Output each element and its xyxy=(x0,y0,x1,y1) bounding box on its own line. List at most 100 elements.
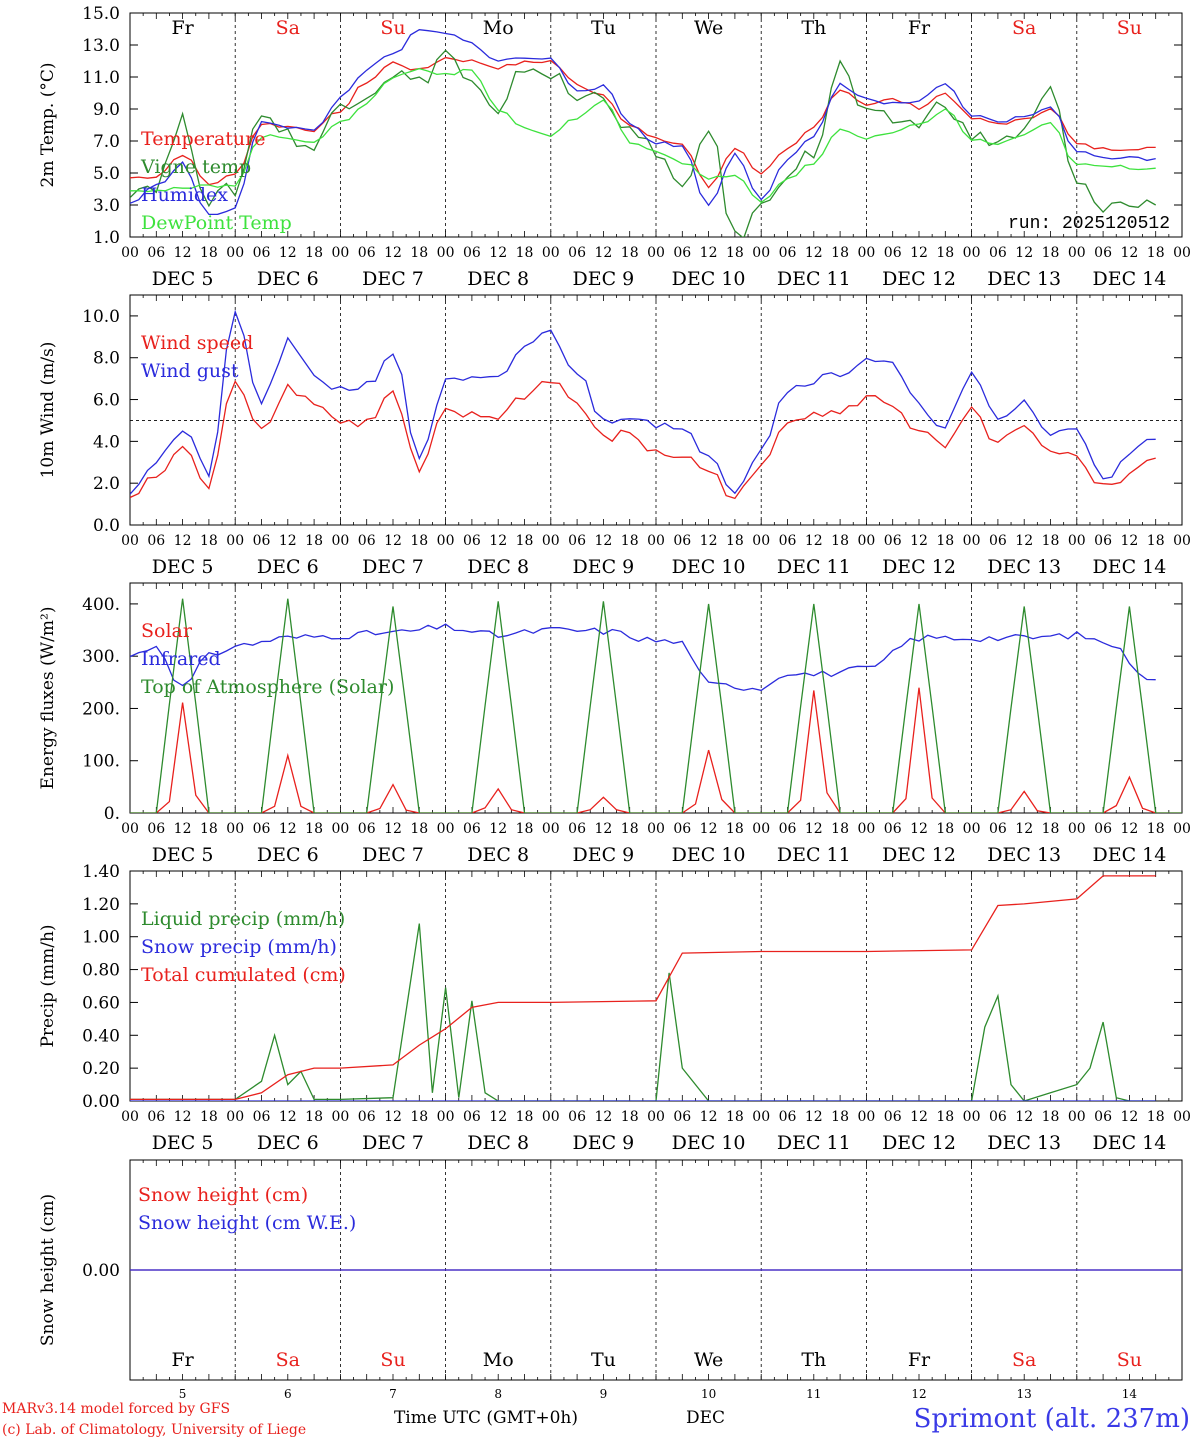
hour-tick-label: 12 xyxy=(174,245,192,261)
weekday-label: Th xyxy=(801,1349,826,1371)
footer-copyright: (c) Lab. of Climatology, University of L… xyxy=(2,1422,306,1438)
hour-tick-label: 06 xyxy=(463,245,481,261)
weekday-label: Sa xyxy=(276,17,300,39)
hour-tick-label: 06 xyxy=(358,245,376,261)
hour-tick-label: 12 xyxy=(910,533,928,549)
hour-tick-label: 06 xyxy=(884,1109,902,1125)
wind-ylabel: 10m Wind (m/s) xyxy=(38,342,58,479)
weekday-label: Mo xyxy=(483,1349,514,1371)
hour-tick-label: 00 xyxy=(226,1109,244,1125)
date-label: DEC 7 xyxy=(362,556,424,578)
energy-series-top-of-atmosphere-solar- xyxy=(130,598,1182,813)
weekday-label: Su xyxy=(380,1349,405,1371)
precip-legend-item: Liquid precip (mm/h) xyxy=(141,908,345,930)
hour-tick-label: 12 xyxy=(1120,245,1138,261)
hour-tick-label: 12 xyxy=(700,245,718,261)
hour-tick-label: 00 xyxy=(226,533,244,549)
hour-tick-label: 00 xyxy=(963,821,981,837)
energy-ylabel: Energy fluxes (W/m²) xyxy=(38,607,58,790)
snow-panel: 0.00 Snow height (cm) Snow height (cm) Snow… xyxy=(38,1159,1183,1381)
hour-tick-label: 06 xyxy=(568,533,586,549)
hour-tick-label: 00 xyxy=(752,821,770,837)
hour-tick-label: 06 xyxy=(463,1109,481,1125)
hour-tick-label: 12 xyxy=(1015,1109,1033,1125)
temperature-legend-item: Humidex xyxy=(141,184,228,206)
hour-tick-label: 18 xyxy=(621,245,639,261)
hour-tick-label: 18 xyxy=(200,245,218,261)
hour-tick-label: 06 xyxy=(147,821,165,837)
date-label: DEC 12 xyxy=(882,1132,956,1154)
temperature-ytick-label: 13.0 xyxy=(82,36,120,56)
hour-tick-label: 06 xyxy=(253,821,271,837)
hour-tick-label: 06 xyxy=(463,533,481,549)
hour-tick-label: 00 xyxy=(857,533,875,549)
hour-tick-label: 00 xyxy=(752,533,770,549)
hour-tick-label: 12 xyxy=(489,821,507,837)
hour-tick-label: 18 xyxy=(200,1109,218,1125)
hour-tick-label: 18 xyxy=(831,1109,849,1125)
hour-tick-label: 00 xyxy=(331,1109,349,1125)
date-label: DEC 11 xyxy=(777,1132,851,1154)
precip-panel: 1.40 1.20 1.00 0.80 0.60 0.40 0.20 0.00 Precip (… xyxy=(38,862,1191,1154)
hour-tick-label: 00 xyxy=(542,1109,560,1125)
wind-ytick-label: 4.0 xyxy=(93,432,120,452)
hour-tick-label: 00 xyxy=(647,1109,665,1125)
hour-tick-label: 06 xyxy=(884,821,902,837)
hour-tick-label: 18 xyxy=(1042,245,1060,261)
weekday-label: Sa xyxy=(276,1349,300,1371)
hour-tick-label: 06 xyxy=(779,821,797,837)
hour-tick-label: 12 xyxy=(1120,533,1138,549)
hour-tick-label: 18 xyxy=(726,533,744,549)
energy-legend-item: Solar xyxy=(141,620,193,642)
hour-tick-label: 00 xyxy=(1173,1109,1191,1125)
hour-tick-label: 18 xyxy=(1042,821,1060,837)
hour-tick-label: 06 xyxy=(358,821,376,837)
hour-tick-label: 18 xyxy=(831,245,849,261)
weekday-label: Mo xyxy=(483,17,514,39)
date-label: DEC 13 xyxy=(987,1132,1061,1154)
day-number-label: 13 xyxy=(1017,1387,1032,1401)
wind-series-wind-gust xyxy=(130,309,1156,495)
hour-tick-label: 18 xyxy=(726,245,744,261)
hour-tick-label: 00 xyxy=(437,245,455,261)
hour-tick-label: 12 xyxy=(489,245,507,261)
weekday-label: Th xyxy=(801,17,826,39)
date-label: DEC 6 xyxy=(257,844,319,866)
date-label: DEC 5 xyxy=(152,556,214,578)
temperature-ytick-label: 5.0 xyxy=(93,164,120,184)
wind-ytick-label: 10.0 xyxy=(82,307,120,327)
date-label: DEC 14 xyxy=(1092,556,1166,578)
hour-tick-label: 18 xyxy=(1147,821,1165,837)
precip-ylabel: Precip (mm/h) xyxy=(38,924,58,1047)
hour-tick-label: 18 xyxy=(410,245,428,261)
energy-ytick-label: 100. xyxy=(82,752,120,772)
hour-tick-label: 18 xyxy=(936,821,954,837)
temperature-series-humidex xyxy=(130,29,1156,216)
hour-tick-label: 18 xyxy=(831,533,849,549)
hour-tick-label: 18 xyxy=(936,533,954,549)
hour-tick-label: 18 xyxy=(936,1109,954,1125)
temperature-series-vigne-temp xyxy=(130,49,1157,237)
temperature-legend-item: DewPoint Temp xyxy=(141,212,292,234)
hour-tick-label: 00 xyxy=(542,821,560,837)
hour-tick-label: 00 xyxy=(752,1109,770,1125)
date-label: DEC 12 xyxy=(882,268,956,290)
precip-ytick-label: 0.40 xyxy=(82,1026,120,1046)
date-label: DEC 9 xyxy=(573,268,635,290)
hour-tick-label: 06 xyxy=(779,1109,797,1125)
hour-tick-label: 12 xyxy=(594,245,612,261)
hour-tick-label: 00 xyxy=(542,533,560,549)
hour-tick-label: 06 xyxy=(673,245,691,261)
hour-tick-label: 18 xyxy=(305,245,323,261)
hour-tick-label: 18 xyxy=(1042,1109,1060,1125)
precip-series-liquid-precip-mm-h- xyxy=(130,923,1156,1101)
hour-tick-label: 12 xyxy=(384,1109,402,1125)
day-number-label: 6 xyxy=(284,1387,292,1401)
hour-tick-label: 12 xyxy=(1015,821,1033,837)
hour-tick-label: 06 xyxy=(147,1109,165,1125)
hour-tick-label: 12 xyxy=(1120,1109,1138,1125)
hour-tick-label: 06 xyxy=(673,1109,691,1125)
hour-tick-label: 12 xyxy=(805,821,823,837)
date-label: DEC 11 xyxy=(777,268,851,290)
hour-tick-label: 06 xyxy=(989,533,1007,549)
